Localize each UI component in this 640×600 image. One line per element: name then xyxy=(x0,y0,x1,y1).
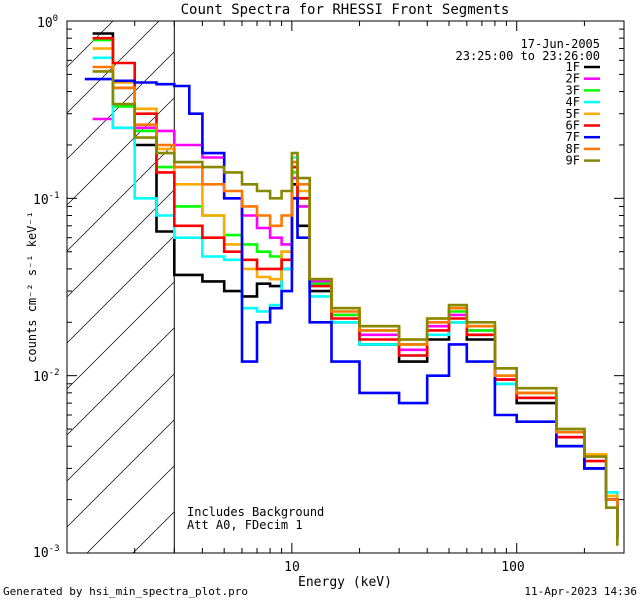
series-line-2F xyxy=(92,117,619,533)
annotation-attenuator: Att A0, FDecim 1 xyxy=(187,518,303,532)
legend-label-8F: 8F xyxy=(566,142,580,156)
hatch-line-5 xyxy=(66,189,175,298)
legend-label-7F: 7F xyxy=(566,130,580,144)
legend-label-6F: 6F xyxy=(566,119,580,133)
y-tick-label-0.001: 10-3 xyxy=(33,544,60,561)
svg-text:10-3: 10-3 xyxy=(33,544,60,561)
footer-generated-by: Generated by hsi_min_spectra_plot.pro xyxy=(3,585,248,598)
hatch-line-4 xyxy=(66,143,175,252)
svg-text:100: 100 xyxy=(37,14,58,31)
hatch-line-7 xyxy=(66,281,175,390)
x-tick-label-10: 10 xyxy=(284,560,300,575)
hatch-line-0 xyxy=(66,20,114,68)
series-line-3F xyxy=(92,38,619,533)
y-tick-label-0.01: 10-2 xyxy=(33,368,60,385)
legend-label-1F: 1F xyxy=(566,60,580,74)
hatched-region xyxy=(66,20,175,554)
svg-text:10-2: 10-2 xyxy=(33,368,60,385)
date-label: 17-Jun-2005 xyxy=(521,37,600,51)
y-tick-label-1: 100 xyxy=(37,14,58,31)
hatch-line-9 xyxy=(66,373,175,482)
svg-text:10-1: 10-1 xyxy=(33,191,60,208)
legend-label-4F: 4F xyxy=(566,95,580,109)
hatch-line-12 xyxy=(132,511,175,554)
axis-ticks xyxy=(66,20,625,554)
annotation-background: Includes Background xyxy=(187,505,324,519)
x-tick-label-100: 100 xyxy=(501,560,524,575)
series-line-5F xyxy=(92,47,619,528)
legend-label-3F: 3F xyxy=(566,83,580,97)
series-line-6F xyxy=(92,36,619,533)
footer-timestamp: 11-Apr-2023 14:36 xyxy=(524,585,637,598)
legend-label-9F: 9F xyxy=(566,154,580,168)
hatch-line-3 xyxy=(66,97,175,206)
hatch-line-10 xyxy=(66,419,175,528)
series-line-9F xyxy=(92,70,619,546)
legend-label-5F: 5F xyxy=(566,107,580,121)
series-line-8F xyxy=(92,65,619,539)
x-axis-label: Energy (keV) xyxy=(298,575,392,590)
time-range-label: 23:25:00 to 23:26:00 xyxy=(456,49,601,63)
hatch-line-8 xyxy=(66,327,175,436)
series-group xyxy=(84,32,619,546)
hatch-line-11 xyxy=(86,465,175,554)
y-axis-label: counts cm⁻² s⁻¹ keV⁻¹ xyxy=(25,211,39,363)
y-tick-label-0.1: 10-1 xyxy=(33,191,60,208)
series-line-1F xyxy=(92,32,619,539)
plot-frame xyxy=(66,20,625,554)
legend-label-2F: 2F xyxy=(566,72,580,86)
series-line-4F xyxy=(92,56,619,533)
hatch-line-6 xyxy=(66,235,175,344)
chart-title: Count Spectra for RHESSI Front Segments xyxy=(181,2,510,18)
series-line-7F xyxy=(84,77,619,539)
